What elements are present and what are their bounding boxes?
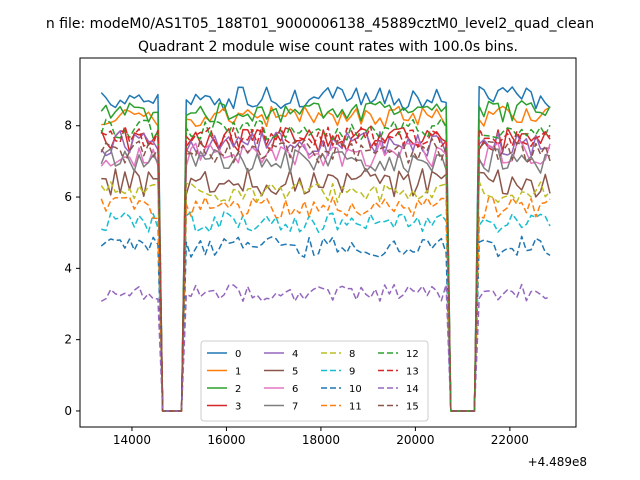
x-tick-label: 22000	[491, 433, 529, 447]
legend-label: 11	[349, 402, 362, 413]
legend-label: 13	[406, 367, 419, 378]
legend-label: 0	[235, 349, 241, 360]
y-tick-label: 6	[64, 190, 72, 204]
y-axis: 0 2 4 6 8	[64, 119, 80, 418]
figure-suptitle: n file: modeM0/AS1T05_188T01_9000006138_…	[46, 16, 594, 32]
legend-label: 10	[349, 384, 362, 395]
series-layer	[100, 85, 551, 412]
legend-label: 2	[235, 384, 241, 395]
axes-title: Quadrant 2 module wise count rates with …	[138, 39, 518, 55]
legend-label: 8	[349, 349, 355, 360]
x-tick-label: 14000	[113, 433, 151, 447]
series-line-14	[100, 283, 551, 412]
y-tick-label: 0	[64, 404, 72, 418]
y-tick-label: 2	[64, 333, 72, 347]
y-tick-label: 4	[64, 261, 72, 275]
legend-label: 1	[235, 367, 241, 378]
legend-label: 14	[406, 384, 419, 395]
x-axis: 14000 16000 18000 20000 22000	[113, 427, 529, 447]
legend-label: 4	[292, 349, 298, 360]
x-tick-label: 20000	[396, 433, 434, 447]
legend-label: 6	[292, 384, 298, 395]
legend-label: 7	[292, 402, 298, 413]
legend-label: 12	[406, 349, 419, 360]
x-tick-label: 18000	[302, 433, 340, 447]
series-line-15	[100, 137, 551, 412]
x-tick-label: 16000	[207, 433, 245, 447]
legend-label: 15	[406, 402, 419, 413]
legend-label: 3	[235, 402, 241, 413]
axes-frame	[79, 57, 577, 428]
legend-label: 9	[349, 367, 355, 378]
x-offset-text: +4.489e8	[528, 455, 587, 469]
legend-label: 5	[292, 367, 298, 378]
legend-frame	[200, 340, 429, 422]
y-tick-label: 8	[64, 119, 72, 133]
